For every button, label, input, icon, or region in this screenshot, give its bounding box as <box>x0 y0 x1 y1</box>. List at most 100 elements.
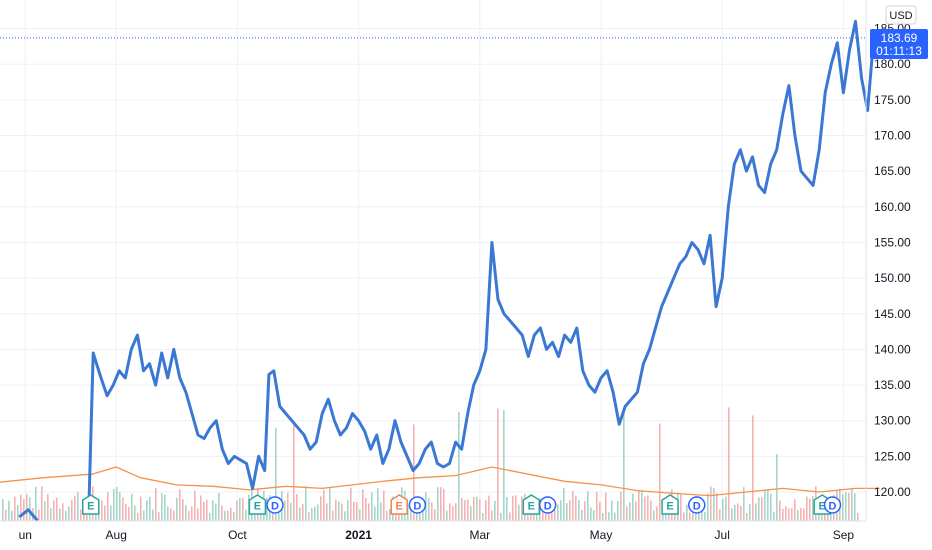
volume-bar <box>458 412 460 521</box>
dividend-marker[interactable]: D <box>687 496 706 514</box>
volume-bar <box>737 503 739 521</box>
marker-label: D <box>693 501 701 513</box>
volume-bar <box>485 500 487 521</box>
volume-bar <box>314 506 316 521</box>
volume-bar <box>326 503 328 521</box>
dividend-marker[interactable]: D <box>266 496 284 514</box>
volume-bar <box>242 498 244 521</box>
volume-bar <box>449 503 451 521</box>
volume-bar <box>569 499 571 521</box>
volume-bar <box>413 424 415 521</box>
volume-bar <box>125 503 127 521</box>
volume-bar <box>641 490 643 521</box>
volume-bar <box>680 494 682 521</box>
volume-bar <box>551 509 553 521</box>
x-tick-label: Oct <box>228 528 247 542</box>
volume-bar <box>578 500 580 521</box>
volume-bar <box>674 509 676 521</box>
earnings-marker[interactable]: E <box>390 494 408 515</box>
volume-bar <box>17 505 19 521</box>
volume-bar <box>374 506 376 521</box>
dividend-marker[interactable]: D <box>408 496 427 514</box>
currency-badge[interactable]: USD <box>885 5 917 25</box>
volume-bar <box>653 510 655 521</box>
last-price-value: 183.69 <box>881 31 918 45</box>
volume-bar <box>239 497 241 521</box>
x-tick-label: Mar <box>469 528 490 542</box>
volume-bar <box>506 497 508 521</box>
time-scale[interactable]: unAugOct2021MarMayJulSepNov <box>19 528 932 542</box>
volume-bar <box>227 510 229 521</box>
volume-bar <box>155 487 157 521</box>
volume-bar <box>455 503 457 521</box>
volume-bar <box>854 493 856 521</box>
price-scale[interactable]: 120.00 125.00 130.00 135.00 140.00 145.00 150.… <box>874 22 911 499</box>
volume-bar <box>206 499 208 521</box>
volume-bar <box>560 500 562 521</box>
volume-bar <box>350 487 352 521</box>
volume-bar <box>791 508 793 521</box>
volume-bar <box>296 494 298 521</box>
volume-bar <box>317 504 319 521</box>
volume-bar <box>647 495 649 521</box>
volume-bar <box>299 507 301 521</box>
volume-bar <box>86 511 88 521</box>
volume-bar <box>113 488 115 521</box>
earnings-marker[interactable]: E <box>81 494 100 515</box>
dividend-marker[interactable]: D <box>538 496 557 514</box>
last-price-countdown: 01:11:13 <box>876 44 922 58</box>
volume-bar <box>344 511 346 521</box>
marker-label: D <box>413 501 421 513</box>
volume-bar <box>740 506 742 521</box>
volume-bar <box>65 510 67 521</box>
volume-bar <box>119 492 121 521</box>
volume-bar <box>266 497 268 521</box>
y-tick-label: 165.00 <box>874 164 911 178</box>
volume-bar <box>284 500 286 521</box>
dividend-marker[interactable]: D <box>823 496 842 514</box>
volume-bar <box>410 509 412 521</box>
volume-bar <box>479 499 481 521</box>
volume-bar <box>554 510 556 521</box>
volume-bar <box>56 497 58 521</box>
volume-bar <box>20 494 22 521</box>
volume-bar <box>656 506 658 521</box>
volume-bar <box>581 510 583 521</box>
volume-bar <box>629 502 631 521</box>
y-tick-label: 160.00 <box>874 200 911 214</box>
volume-bar <box>761 497 763 521</box>
volume-bar <box>323 489 325 521</box>
y-tick-label: 175.00 <box>874 93 911 107</box>
last-price-badge: 183.69 01:11:13 <box>870 29 928 59</box>
volume-bar <box>596 491 598 521</box>
volume-bar <box>71 499 73 521</box>
y-tick-label: 170.00 <box>874 129 911 143</box>
volume-bar <box>752 415 754 521</box>
volume-bar <box>383 490 385 521</box>
volume-bar <box>434 509 436 521</box>
earnings-marker[interactable]: E <box>248 494 267 515</box>
volume-bar <box>446 510 448 521</box>
volume-bar <box>584 501 586 521</box>
volume-bar <box>170 508 172 521</box>
volume-bar <box>107 492 109 521</box>
volume-bar <box>848 492 850 521</box>
currency-label: USD <box>889 10 912 22</box>
x-tick-label: Jul <box>715 528 730 542</box>
marker-label: D <box>829 501 837 513</box>
volume-bar <box>311 507 313 521</box>
marker-label: E <box>528 501 535 513</box>
y-tick-label: 145.00 <box>874 307 911 321</box>
volume-bar <box>491 510 493 521</box>
marker-label: D <box>271 501 279 513</box>
volume-bar <box>473 497 475 521</box>
earnings-marker[interactable]: E <box>661 494 679 515</box>
earnings-marker[interactable]: E <box>522 494 541 515</box>
volume-bar <box>209 512 211 521</box>
volume-bar <box>233 512 235 521</box>
marker-label: E <box>254 501 261 513</box>
volume-bar <box>803 508 805 521</box>
volume-bar <box>53 500 55 521</box>
